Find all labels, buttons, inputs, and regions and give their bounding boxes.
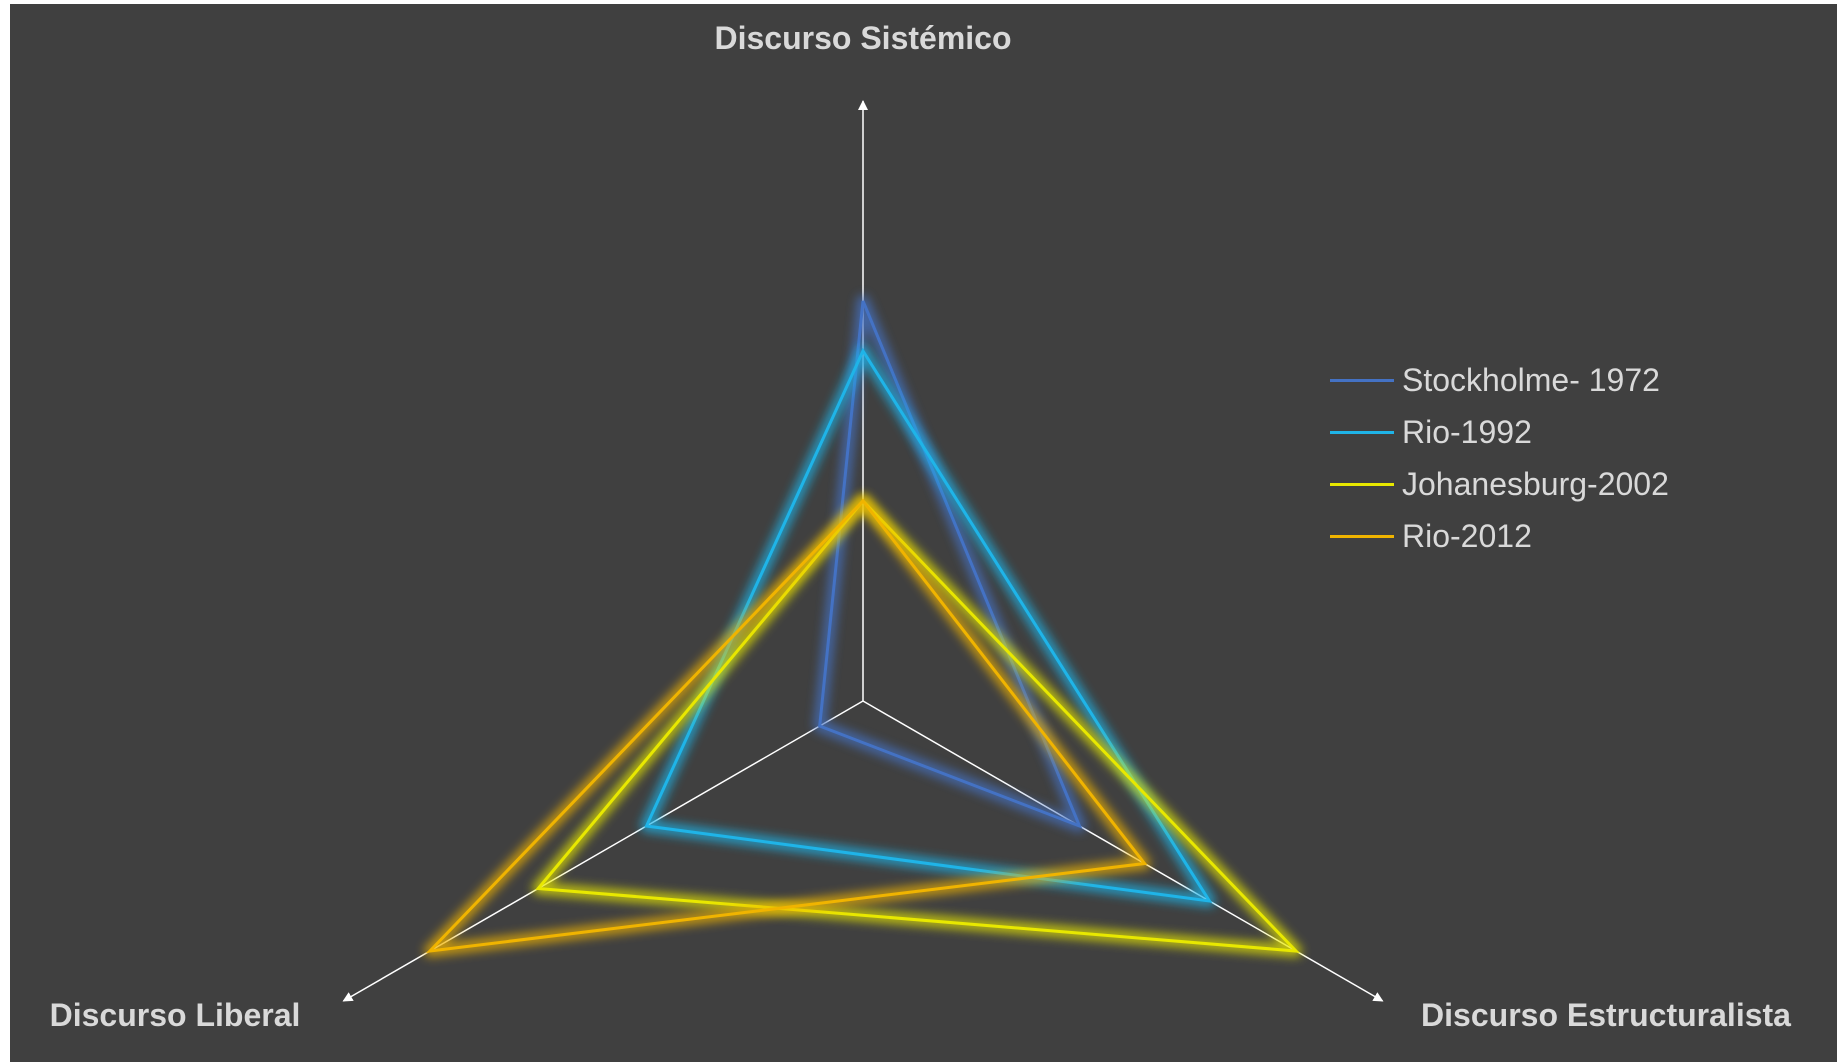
- chart-panel: Discurso Sistémico Discurso Estructurali…: [10, 4, 1837, 1062]
- series-line: [818, 300, 1083, 829]
- series-line: [644, 347, 1213, 903]
- legend-item: Rio-2012: [1330, 510, 1669, 562]
- axis-label-estructuralista: Discurso Estructuralista: [1421, 997, 1791, 1033]
- legend-item: Rio-1992: [1330, 406, 1669, 458]
- series-line: [535, 498, 1300, 953]
- legend-label: Rio-1992: [1402, 413, 1532, 450]
- series-glow: [813, 295, 1086, 832]
- axis-label-liberal: Discurso Liberal: [50, 997, 301, 1033]
- legend-swatch: [1330, 430, 1394, 434]
- radar-chart: Discurso Sistémico Discurso Estructurali…: [50, 20, 1792, 1033]
- legend-label: Rio-2012: [1402, 517, 1532, 554]
- axes-layer: [342, 100, 1384, 1002]
- legend-swatch: [1330, 378, 1394, 382]
- series-1: [640, 345, 1216, 907]
- series-0: [813, 295, 1086, 832]
- series-line: [425, 498, 1148, 954]
- legend-label: Stockholme- 1972: [1402, 361, 1660, 398]
- series-3: [424, 495, 1151, 957]
- legend-item: Stockholme- 1972: [1330, 354, 1669, 406]
- legend-swatch: [1330, 534, 1394, 538]
- axis-label-sistemico: Discurso Sistémico: [715, 20, 1012, 56]
- legend-item: Johanesburg-2002: [1330, 458, 1669, 510]
- series-glow: [640, 345, 1216, 907]
- series-2: [532, 495, 1302, 957]
- legend-label: Johanesburg-2002: [1402, 465, 1669, 502]
- axis-line-liberal: [342, 700, 864, 1002]
- axis-line-estructuralista: [862, 700, 1384, 1002]
- series-layer: [424, 295, 1302, 957]
- legend: Stockholme- 1972 Rio-1992 Johanesburg-20…: [1330, 354, 1669, 562]
- legend-swatch: [1330, 482, 1394, 486]
